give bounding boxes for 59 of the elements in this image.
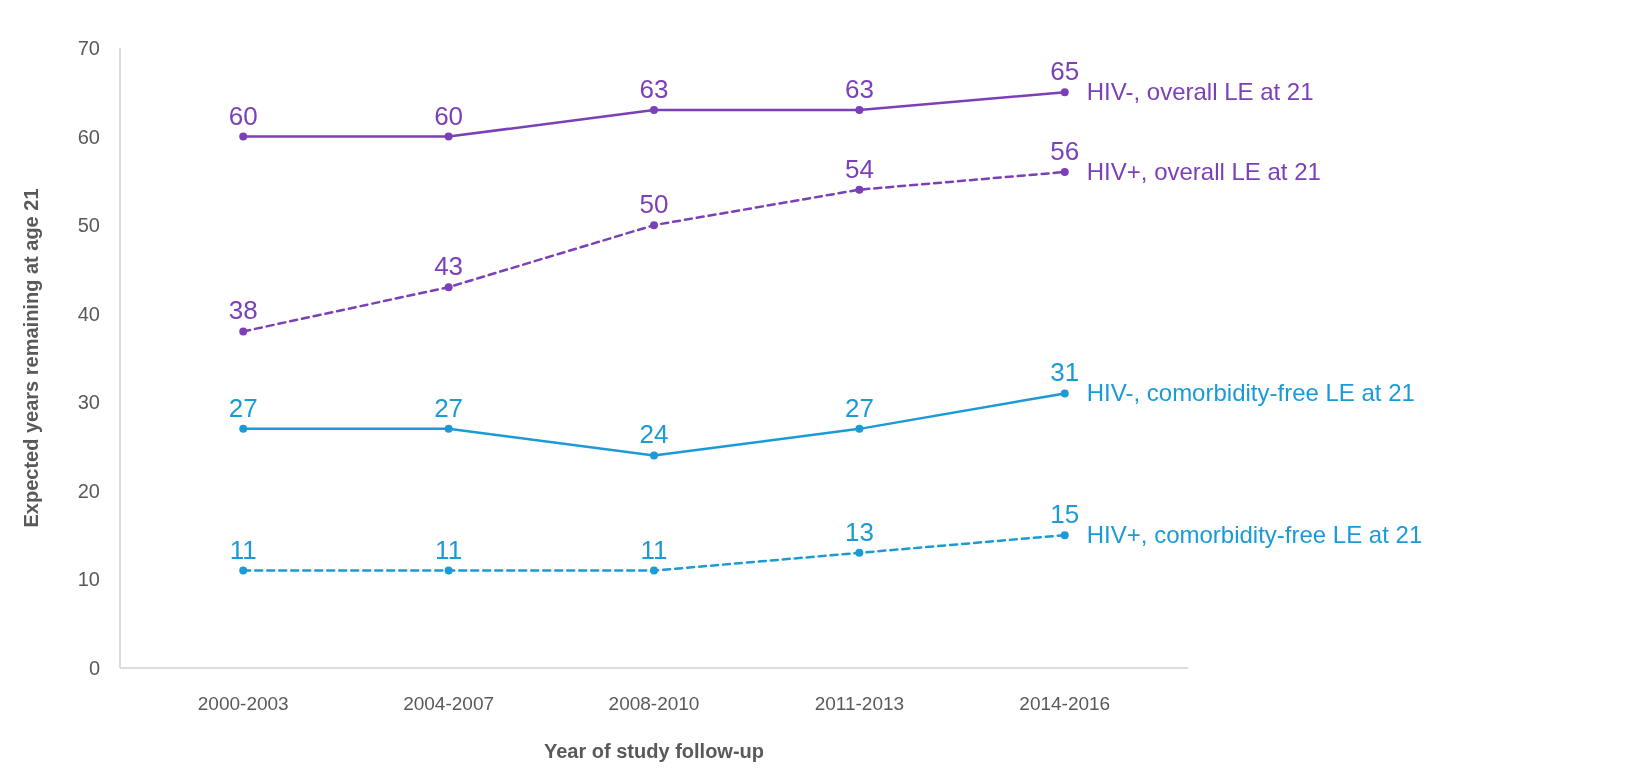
data-label: 31 (1050, 357, 1080, 388)
point (1060, 389, 1069, 398)
data-label: 63 (639, 74, 669, 104)
data-label: 11 (435, 534, 463, 565)
y-tick-label: 30 (77, 391, 100, 414)
x-tick-label: 2004-2007 (403, 693, 495, 714)
point (1060, 168, 1069, 176)
series-label: HIV+, overall LE at 21 (1086, 158, 1321, 185)
point (239, 327, 248, 336)
x-tick-label: 2008-2010 (608, 693, 700, 714)
data-label: 43 (434, 251, 464, 282)
data-label: 27 (228, 392, 258, 423)
y-tick-label: 40 (77, 302, 100, 325)
point (855, 424, 864, 433)
point (444, 132, 453, 141)
data-label: 27 (434, 392, 464, 423)
data-label: 65 (1050, 56, 1080, 87)
point (650, 566, 658, 575)
data-label: 60 (434, 100, 464, 131)
point (650, 106, 658, 114)
point (239, 424, 248, 433)
x-tick-label: 2000-2003 (197, 693, 289, 714)
data-label: 11 (229, 534, 257, 565)
data-label: 50 (639, 189, 669, 220)
point (444, 566, 453, 575)
y-tick-label: 50 (77, 214, 100, 237)
data-label: 54 (844, 153, 874, 184)
point (444, 283, 453, 292)
data-label: 11 (640, 534, 668, 565)
data-label: 56 (1050, 136, 1080, 166)
data-label: 27 (844, 392, 874, 423)
x-tick-label: 2014-2016 (1019, 693, 1111, 714)
y-axis-title: Expected years remaining at age 21 (20, 188, 42, 528)
point (855, 185, 864, 194)
x-axis-title: Year of study follow-up (543, 740, 765, 762)
series-label: HIV+, comorbidity-free LE at 21 (1086, 521, 1423, 549)
point (239, 132, 248, 141)
y-tick-label: 0 (88, 657, 100, 679)
y-tick-label: 10 (77, 568, 100, 591)
point (650, 451, 658, 460)
point (1060, 88, 1069, 97)
point (650, 221, 658, 230)
data-label: 38 (228, 295, 258, 326)
x-tick-label: 2011-2013 (814, 693, 905, 714)
y-tick-label: 70 (77, 37, 100, 59)
point (1060, 531, 1069, 540)
data-label: 13 (844, 516, 874, 547)
series-label: HIV-, comorbidity-free LE at 21 (1086, 379, 1415, 407)
y-tick-label: 60 (77, 125, 100, 148)
y-tick-label: 20 (77, 479, 100, 502)
data-label: 60 (228, 100, 258, 131)
point (444, 424, 453, 433)
data-label: 24 (639, 419, 669, 450)
series-label: HIV-, overall LE at 21 (1086, 78, 1314, 106)
data-label: 15 (1050, 499, 1080, 530)
point (855, 548, 864, 557)
data-label: 63 (844, 74, 874, 104)
point (239, 566, 248, 575)
point (855, 106, 864, 114)
